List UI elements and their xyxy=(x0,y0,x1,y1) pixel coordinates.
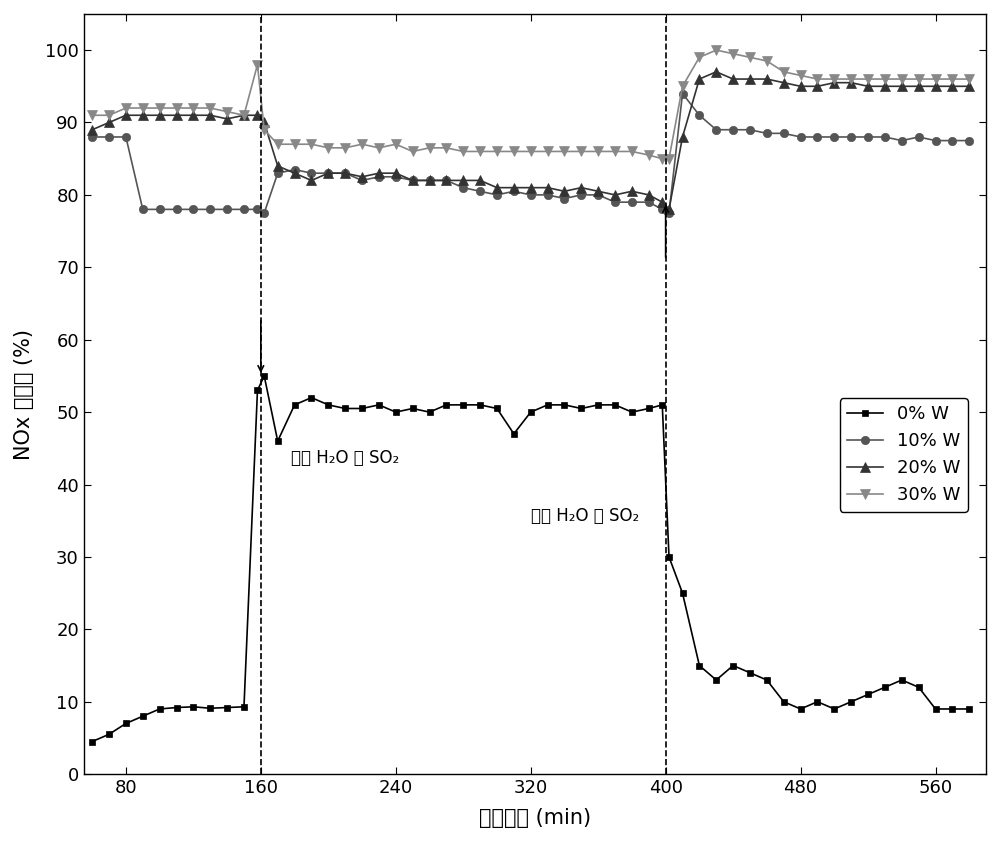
30% W xyxy=(407,147,419,157)
30% W xyxy=(86,110,98,120)
Line: 10% W: 10% W xyxy=(88,89,973,217)
20% W xyxy=(187,110,199,120)
10% W xyxy=(86,132,98,142)
10% W xyxy=(424,175,436,185)
Line: 0% W: 0% W xyxy=(89,372,973,745)
20% W xyxy=(896,81,908,91)
0% W xyxy=(963,704,975,714)
10% W xyxy=(896,136,908,146)
0% W xyxy=(946,704,958,714)
Line: 20% W: 20% W xyxy=(87,67,974,214)
10% W xyxy=(946,136,958,146)
10% W xyxy=(251,205,263,215)
Line: 30% W: 30% W xyxy=(87,45,974,163)
10% W xyxy=(258,208,270,218)
20% W xyxy=(407,175,419,185)
0% W xyxy=(424,407,436,417)
20% W xyxy=(946,81,958,91)
30% W xyxy=(656,153,668,163)
20% W xyxy=(251,110,263,120)
0% W xyxy=(879,682,891,692)
30% W xyxy=(710,45,722,55)
Y-axis label: NOx 转化率 (%): NOx 转化率 (%) xyxy=(14,328,34,460)
10% W xyxy=(305,168,317,179)
0% W xyxy=(251,386,263,396)
0% W xyxy=(187,701,199,711)
X-axis label: 反应时间 (min): 反应时间 (min) xyxy=(479,808,591,829)
20% W xyxy=(289,168,301,179)
30% W xyxy=(896,74,908,84)
Text: 添加 H₂O 和 SO₂: 添加 H₂O 和 SO₂ xyxy=(291,449,399,466)
30% W xyxy=(946,74,958,84)
30% W xyxy=(251,60,263,70)
30% W xyxy=(187,103,199,113)
30% W xyxy=(289,139,301,149)
20% W xyxy=(710,67,722,77)
Text: 移除 H₂O 和 SO₂: 移除 H₂O 和 SO₂ xyxy=(531,507,639,525)
Legend: 0% W, 10% W, 20% W, 30% W: 0% W, 10% W, 20% W, 30% W xyxy=(840,398,968,512)
30% W xyxy=(963,74,975,84)
10% W xyxy=(677,88,689,99)
20% W xyxy=(663,205,675,215)
20% W xyxy=(86,125,98,135)
10% W xyxy=(963,136,975,146)
10% W xyxy=(187,205,199,215)
0% W xyxy=(305,392,317,402)
0% W xyxy=(258,370,270,381)
0% W xyxy=(86,737,98,747)
20% W xyxy=(963,81,975,91)
